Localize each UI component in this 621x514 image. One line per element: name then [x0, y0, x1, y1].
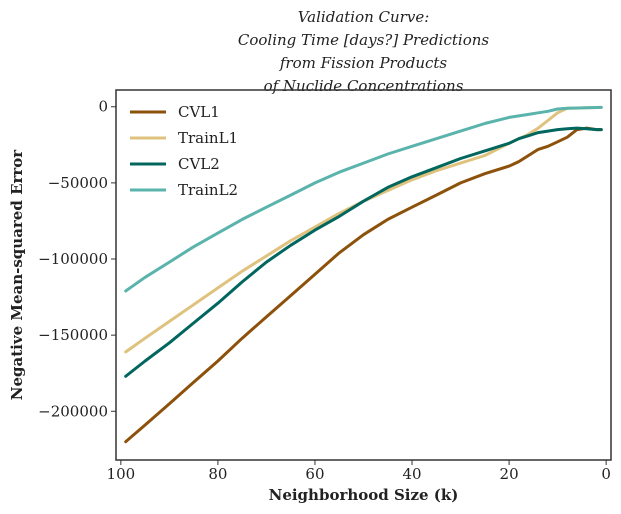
x-axis-label: Neighborhood Size (k) — [269, 486, 459, 504]
chart-title-line: Cooling Time [days?] Predictions — [238, 31, 490, 49]
chart-title-line: from Fission Products — [279, 54, 448, 72]
legend: CVL1 TrainL1 CVL2 TrainL2 — [130, 103, 238, 199]
series-line-cvl1 — [124, 126, 603, 444]
plot-frame — [115, 89, 612, 461]
plot-lines — [124, 105, 603, 444]
y-axis-ticks: 0 −50000 −100000 −150000 −200000 — [38, 98, 116, 420]
legend-label-trainl1: TrainL1 — [178, 129, 238, 147]
y-tick-label: −50000 — [48, 174, 108, 192]
legend-label-trainl2: TrainL2 — [178, 181, 238, 199]
y-tick-label: 0 — [98, 98, 108, 116]
y-tick-label: −150000 — [38, 326, 108, 344]
legend-label-cvl2: CVL2 — [178, 155, 220, 173]
legend-label-cvl1: CVL1 — [178, 103, 220, 121]
y-tick-label: −200000 — [38, 402, 108, 420]
series-line-cvl2 — [124, 126, 603, 378]
x-tick-label: 60 — [305, 465, 324, 483]
x-axis-ticks: 100 80 60 40 20 0 — [107, 460, 611, 483]
x-tick-label: 0 — [601, 465, 611, 483]
chart-title-line: Validation Curve: — [298, 8, 430, 26]
x-tick-label: 40 — [402, 465, 421, 483]
chart-title: Validation Curve: Cooling Time [days?] Pr… — [238, 8, 490, 95]
series-line-trainl2 — [124, 105, 603, 293]
x-tick-label: 80 — [208, 465, 227, 483]
x-tick-label: 100 — [107, 465, 136, 483]
y-tick-label: −100000 — [38, 250, 108, 268]
y-axis-label: Negative Mean-squared Error — [8, 149, 26, 401]
x-tick-label: 20 — [500, 465, 519, 483]
chart-title-line: of Nuclide Concentrations — [264, 77, 464, 95]
